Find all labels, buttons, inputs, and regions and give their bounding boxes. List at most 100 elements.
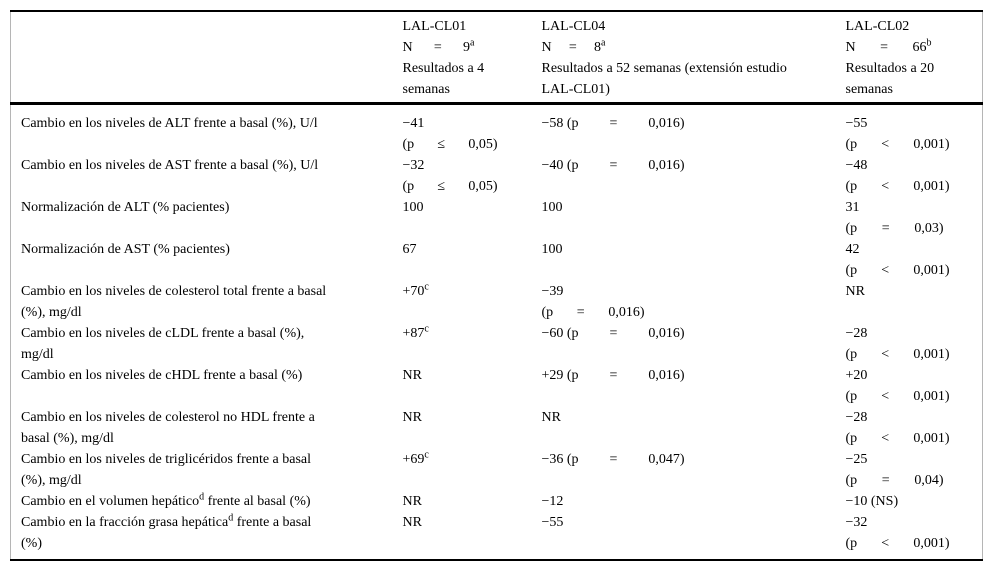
table-row: Cambio en los niveles de ALT frente a ba… — [11, 104, 983, 156]
text-line: +87c — [402, 323, 429, 341]
token: (p — [845, 137, 858, 152]
footnote-marker: d — [228, 512, 234, 524]
cell-lal-cl01: +87c — [403, 323, 542, 365]
text-line: 100 — [541, 242, 563, 257]
cell-lal-cl04: +29 (p = 0,016) — [542, 365, 846, 407]
text-line: Cambio en los niveles de cHDL frente a b… — [21, 368, 303, 383]
text-line: −55 — [541, 515, 564, 530]
text-line: −39 — [541, 284, 564, 299]
justified-line: N = 8a — [542, 37, 606, 58]
justified-line: +29 (p = 0,016) — [542, 365, 685, 386]
justified-line: (p = 0,03) — [846, 218, 944, 239]
cell-lal-cl04: −12 — [542, 491, 846, 512]
token: 0,001) — [913, 536, 950, 551]
cell-lal-cl04: −55 — [542, 512, 846, 560]
cell-row-label: Cambio en la fracción grasa hepáticad fr… — [11, 512, 403, 560]
cell-lal-cl04: −40 (p = 0,016) — [542, 155, 846, 197]
cell-row-label: Cambio en los niveles de triglicéridos f… — [11, 449, 403, 491]
justified-line: (p <0,001) — [846, 134, 950, 155]
justified-line: (p = 0,04) — [846, 470, 944, 491]
text-line: −32 — [402, 158, 425, 173]
table-row: Cambio en el volumen hepáticod frente al… — [11, 491, 983, 512]
token: 0,016) — [648, 326, 685, 341]
cell-lal-cl01: NR — [403, 512, 542, 560]
footnote-marker: a — [470, 37, 475, 49]
text-line: −28 — [845, 410, 868, 425]
text-line: mg/dl — [21, 347, 54, 362]
cell-row-label: Cambio en el volumen hepáticod frente al… — [11, 491, 403, 512]
cell-lal-cl04: −60 (p = 0,016) — [542, 323, 846, 365]
justified-line: N = 9a — [403, 37, 475, 58]
token: (p — [402, 179, 415, 194]
text-line: −48 — [845, 158, 868, 173]
token: (p — [845, 263, 858, 278]
results-table: LAL-CL01 N = 9a Resultados a 4 semanas LAL-CL0… — [10, 10, 983, 561]
text-line: LAL-CL01) — [541, 82, 610, 97]
cell-lal-cl04: NR — [542, 407, 846, 449]
header-row: LAL-CL01 N = 9a Resultados a 4 semanas LAL-CL0… — [10, 11, 983, 105]
token: = — [609, 116, 618, 131]
token: 9a — [463, 37, 475, 55]
token: ≤ — [437, 179, 446, 194]
cell-row-label: Cambio en los niveles de cHDL frente a b… — [11, 365, 403, 407]
justified-line: (p <0,001) — [846, 344, 950, 365]
token: 0,04) — [914, 473, 944, 488]
text-line: Normalización de AST (% pacientes) — [21, 242, 230, 257]
text-line: LAL-CL01 — [402, 19, 467, 34]
clinical-results-table: LAL-CL01 N = 9a Resultados a 4 semanas LAL-CL0… — [10, 10, 983, 561]
justified-line: −58 (p = 0,016) — [542, 113, 685, 134]
footnote-marker: c — [424, 281, 429, 293]
text-line: −28 — [845, 326, 868, 341]
cell-row-label: Cambio en los niveles de colesterol tota… — [11, 281, 403, 323]
text-line: (%), mg/dl — [21, 305, 82, 320]
text-line: 31 — [845, 200, 860, 215]
token: = — [881, 473, 890, 488]
token: (p — [845, 389, 858, 404]
token: = — [609, 158, 618, 173]
token: (p — [845, 179, 858, 194]
text-line: Cambio en los niveles de colesterol no H… — [21, 410, 315, 425]
text-line: 100 — [402, 200, 424, 215]
token: < — [881, 536, 890, 551]
token: < — [881, 179, 890, 194]
cell-lal-cl02: −28 (p <0,001) — [846, 323, 983, 365]
text-line: Cambio en los niveles de AST frente a ba… — [21, 158, 319, 173]
cell-lal-cl04: −58 (p = 0,016) — [542, 104, 846, 156]
token: (p — [541, 305, 554, 320]
table-row: Cambio en los niveles de colesterol no H… — [11, 407, 983, 449]
header-cell-lal-cl04: LAL-CL04 N = 8a Resultados a 52 semanas (ext… — [541, 11, 846, 105]
text-line: NR — [845, 284, 865, 299]
cell-lal-cl04: 100 — [542, 239, 846, 281]
token: −36 (p — [541, 452, 579, 467]
text-line: LAL-CL04 — [541, 19, 606, 34]
table-header: LAL-CL01 N = 9a Resultados a 4 semanas LAL-CL0… — [10, 11, 983, 105]
justified-line: (p = 0,016) — [542, 302, 645, 323]
cell-lal-cl01: 100 — [403, 197, 542, 239]
token: < — [881, 137, 890, 152]
justified-line: (p ≤0,05) — [403, 134, 498, 155]
token: 0,016) — [648, 368, 685, 383]
token: (p — [845, 347, 858, 362]
token: 0,016) — [648, 116, 685, 131]
cell-lal-cl01: NR — [403, 365, 542, 407]
justified-line: −40 (p = 0,016) — [542, 155, 685, 176]
cell-row-label: Cambio en los niveles de AST frente a ba… — [11, 155, 403, 197]
table-row: Cambio en los niveles de AST frente a ba… — [11, 155, 983, 197]
cell-lal-cl02: +20 (p <0,001) — [846, 365, 983, 407]
token: < — [881, 431, 890, 446]
cell-lal-cl02: −48 (p <0,001) — [846, 155, 983, 197]
text-line: 42 — [845, 242, 860, 257]
cell-row-label: Cambio en los niveles de cLDL frente a b… — [11, 323, 403, 365]
cell-row-label: Cambio en los niveles de colesterol no H… — [11, 407, 403, 449]
cell-row-label: Cambio en los niveles de ALT frente a ba… — [11, 104, 403, 156]
header-cell-lal-cl02: LAL-CL02 N = 66b Resultados a 20 semanas — [845, 11, 983, 105]
token: 0,001) — [913, 263, 950, 278]
token: = — [609, 326, 618, 341]
cell-lal-cl01: 67 — [403, 239, 542, 281]
table-row: Normalización de ALT (% pacientes) 100 100… — [11, 197, 983, 239]
token: (p — [402, 137, 415, 152]
footnote-marker: c — [424, 323, 429, 335]
cell-lal-cl02: −55 (p <0,001) — [846, 104, 983, 156]
token: 0,016) — [648, 158, 685, 173]
token: 0,05) — [468, 137, 498, 152]
